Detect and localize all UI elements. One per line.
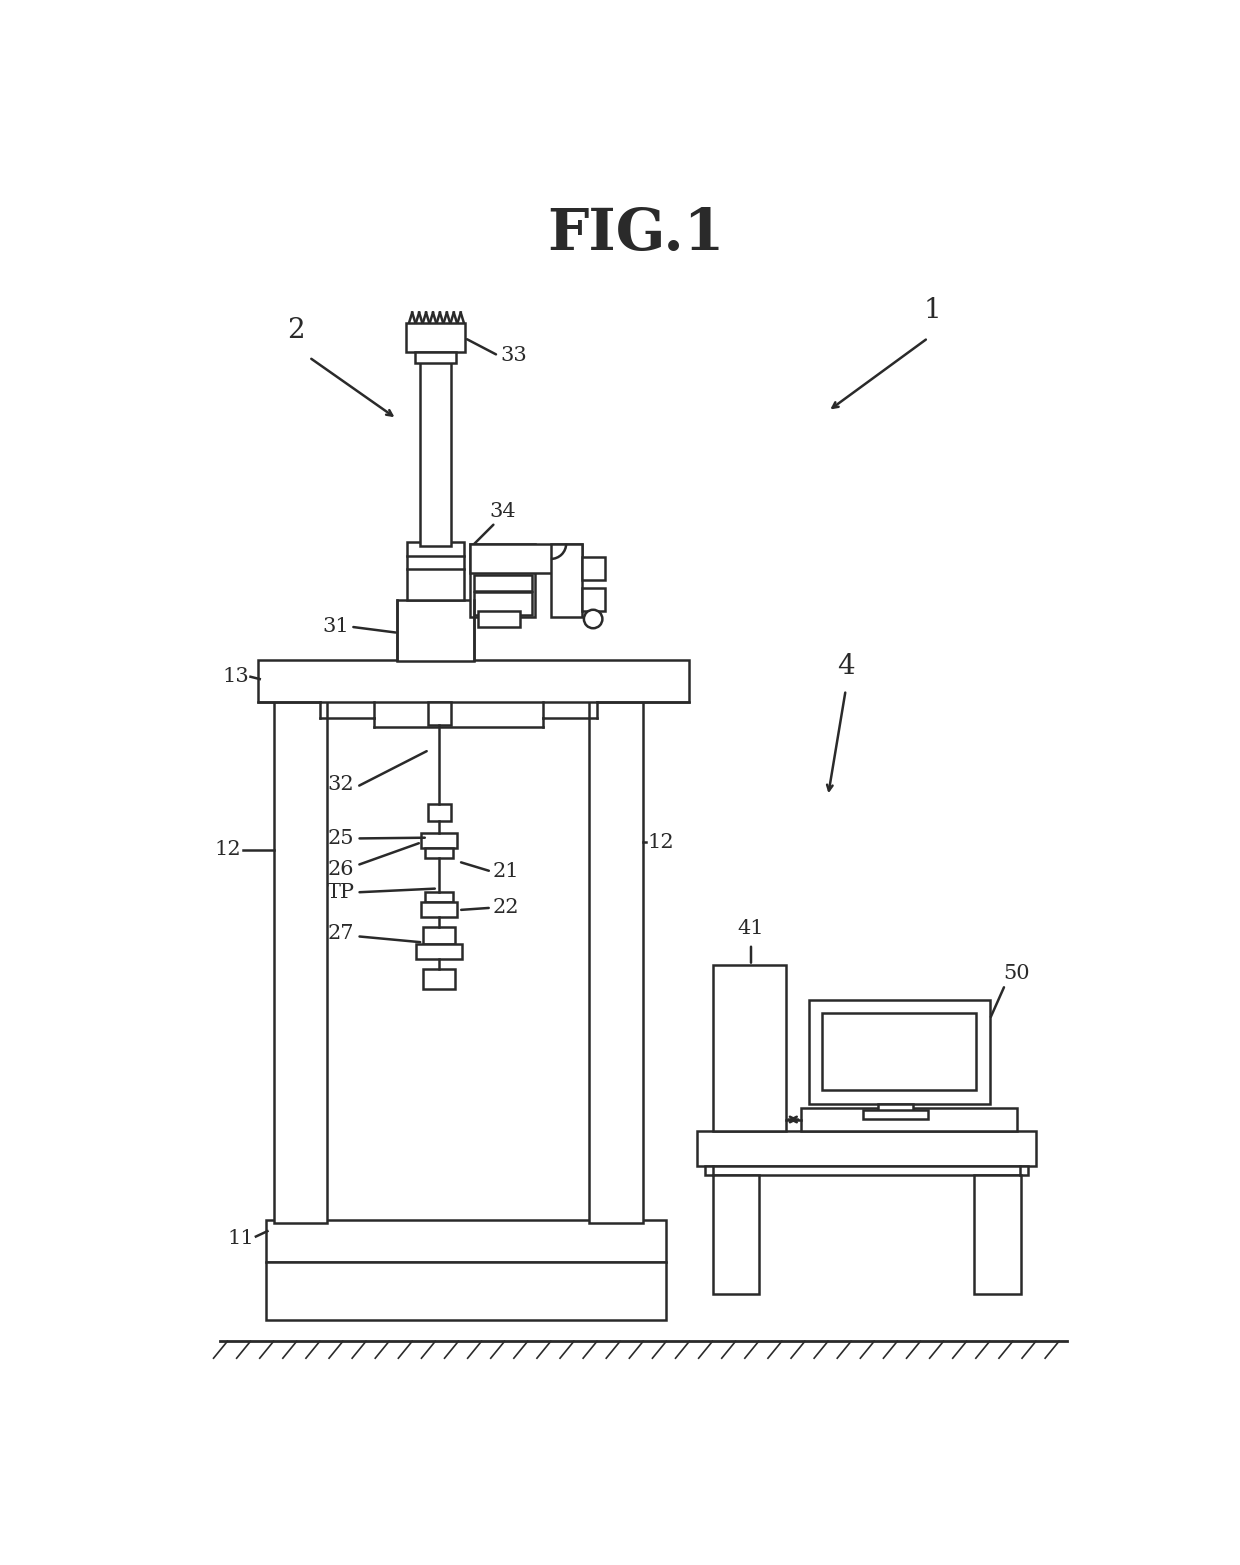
Bar (582, 588, 605, 612)
Bar (975, 1175, 1021, 1294)
Bar (414, 352, 456, 363)
Bar (428, 804, 450, 820)
Text: 31: 31 (322, 617, 350, 637)
Bar (425, 892, 453, 901)
Circle shape (584, 610, 603, 628)
Bar (422, 833, 456, 848)
Text: 4: 4 (837, 653, 854, 681)
Bar (474, 592, 532, 615)
Bar (713, 966, 786, 1131)
Text: TP: TP (326, 883, 355, 901)
Bar (274, 700, 327, 1224)
Bar (417, 944, 463, 959)
Bar (801, 1108, 1017, 1131)
Bar (265, 1219, 666, 1261)
Text: 33: 33 (501, 346, 527, 365)
Text: 1: 1 (923, 297, 941, 324)
Text: 26: 26 (327, 859, 355, 880)
Text: FIG.1: FIG.1 (547, 207, 724, 261)
Bar (582, 557, 605, 581)
Text: 21: 21 (494, 862, 520, 881)
Bar (863, 1110, 928, 1119)
Bar (470, 543, 582, 573)
Bar (423, 969, 455, 989)
Bar (265, 1261, 666, 1319)
Text: 12: 12 (215, 840, 242, 859)
Bar (397, 599, 474, 662)
Bar (822, 1013, 976, 1091)
Bar (713, 1175, 759, 1294)
Text: 11: 11 (228, 1230, 254, 1249)
Text: 27: 27 (327, 923, 355, 942)
Bar (551, 543, 582, 617)
Bar (704, 1166, 1028, 1175)
Bar (405, 322, 465, 352)
Bar (878, 1103, 913, 1111)
Text: 12: 12 (647, 833, 673, 851)
Bar (808, 1000, 990, 1103)
Text: 22: 22 (494, 898, 520, 917)
Text: 32: 32 (327, 775, 355, 793)
Bar (423, 926, 455, 944)
Text: 50: 50 (1003, 964, 1030, 983)
Bar (474, 574, 532, 590)
Text: 13: 13 (222, 667, 249, 685)
Bar (407, 541, 464, 599)
Bar (422, 901, 456, 917)
Bar (697, 1131, 1035, 1166)
Text: 25: 25 (327, 829, 355, 848)
Bar (477, 612, 520, 626)
Bar (428, 703, 450, 725)
Text: 34: 34 (490, 502, 516, 521)
Bar (425, 848, 453, 858)
Text: 2: 2 (288, 316, 305, 344)
Text: 41: 41 (738, 919, 764, 937)
Bar (420, 349, 450, 546)
Bar (589, 700, 644, 1224)
Bar (470, 543, 536, 617)
Bar (258, 660, 689, 703)
